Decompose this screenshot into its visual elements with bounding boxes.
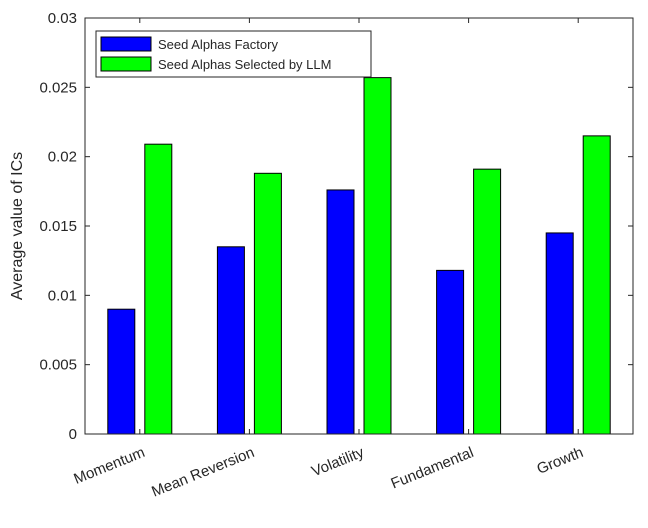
y-tick-label: 0.005 [39,357,77,374]
bar-factory-momentum [107,308,136,435]
x-tick-label: Fundamental [389,444,477,493]
bar-llm-growth [582,135,611,435]
y-tick-label: 0.03 [48,10,77,27]
x-tick-label: Growth [534,444,585,478]
y-tick-label: 0 [69,426,77,443]
bar-factory-fundamental [436,269,465,435]
bar-llm-fundamental [473,168,502,435]
x-tick-label: Momentum [71,444,147,488]
y-tick-label: 0.01 [48,287,77,304]
y-tick-label: 0.025 [39,79,77,96]
legend: Seed Alphas Factory Seed Alphas Selected… [95,30,372,78]
y-axis-label: Average value of ICs [9,152,26,300]
bars-layer [107,77,611,435]
y-tick-label: 0.015 [39,218,77,235]
legend-label-factory: Seed Alphas Factory [158,37,278,52]
bar-llm-volatility [363,77,392,435]
bar-llm-momentum [144,143,173,435]
legend-swatch-factory [100,36,152,52]
legend-label-llm: Seed Alphas Selected by LLM [158,57,331,72]
bar-llm-mean-reversion [253,172,282,435]
bar-factory-mean-reversion [216,246,245,435]
x-tick-label: Mean Reversion [149,444,257,501]
bar-factory-volatility [326,189,355,435]
legend-swatch-llm [100,56,152,72]
y-tick-label: 0.02 [48,149,77,166]
bar-factory-growth [545,232,574,435]
x-tick-label: Volatility [309,444,367,481]
